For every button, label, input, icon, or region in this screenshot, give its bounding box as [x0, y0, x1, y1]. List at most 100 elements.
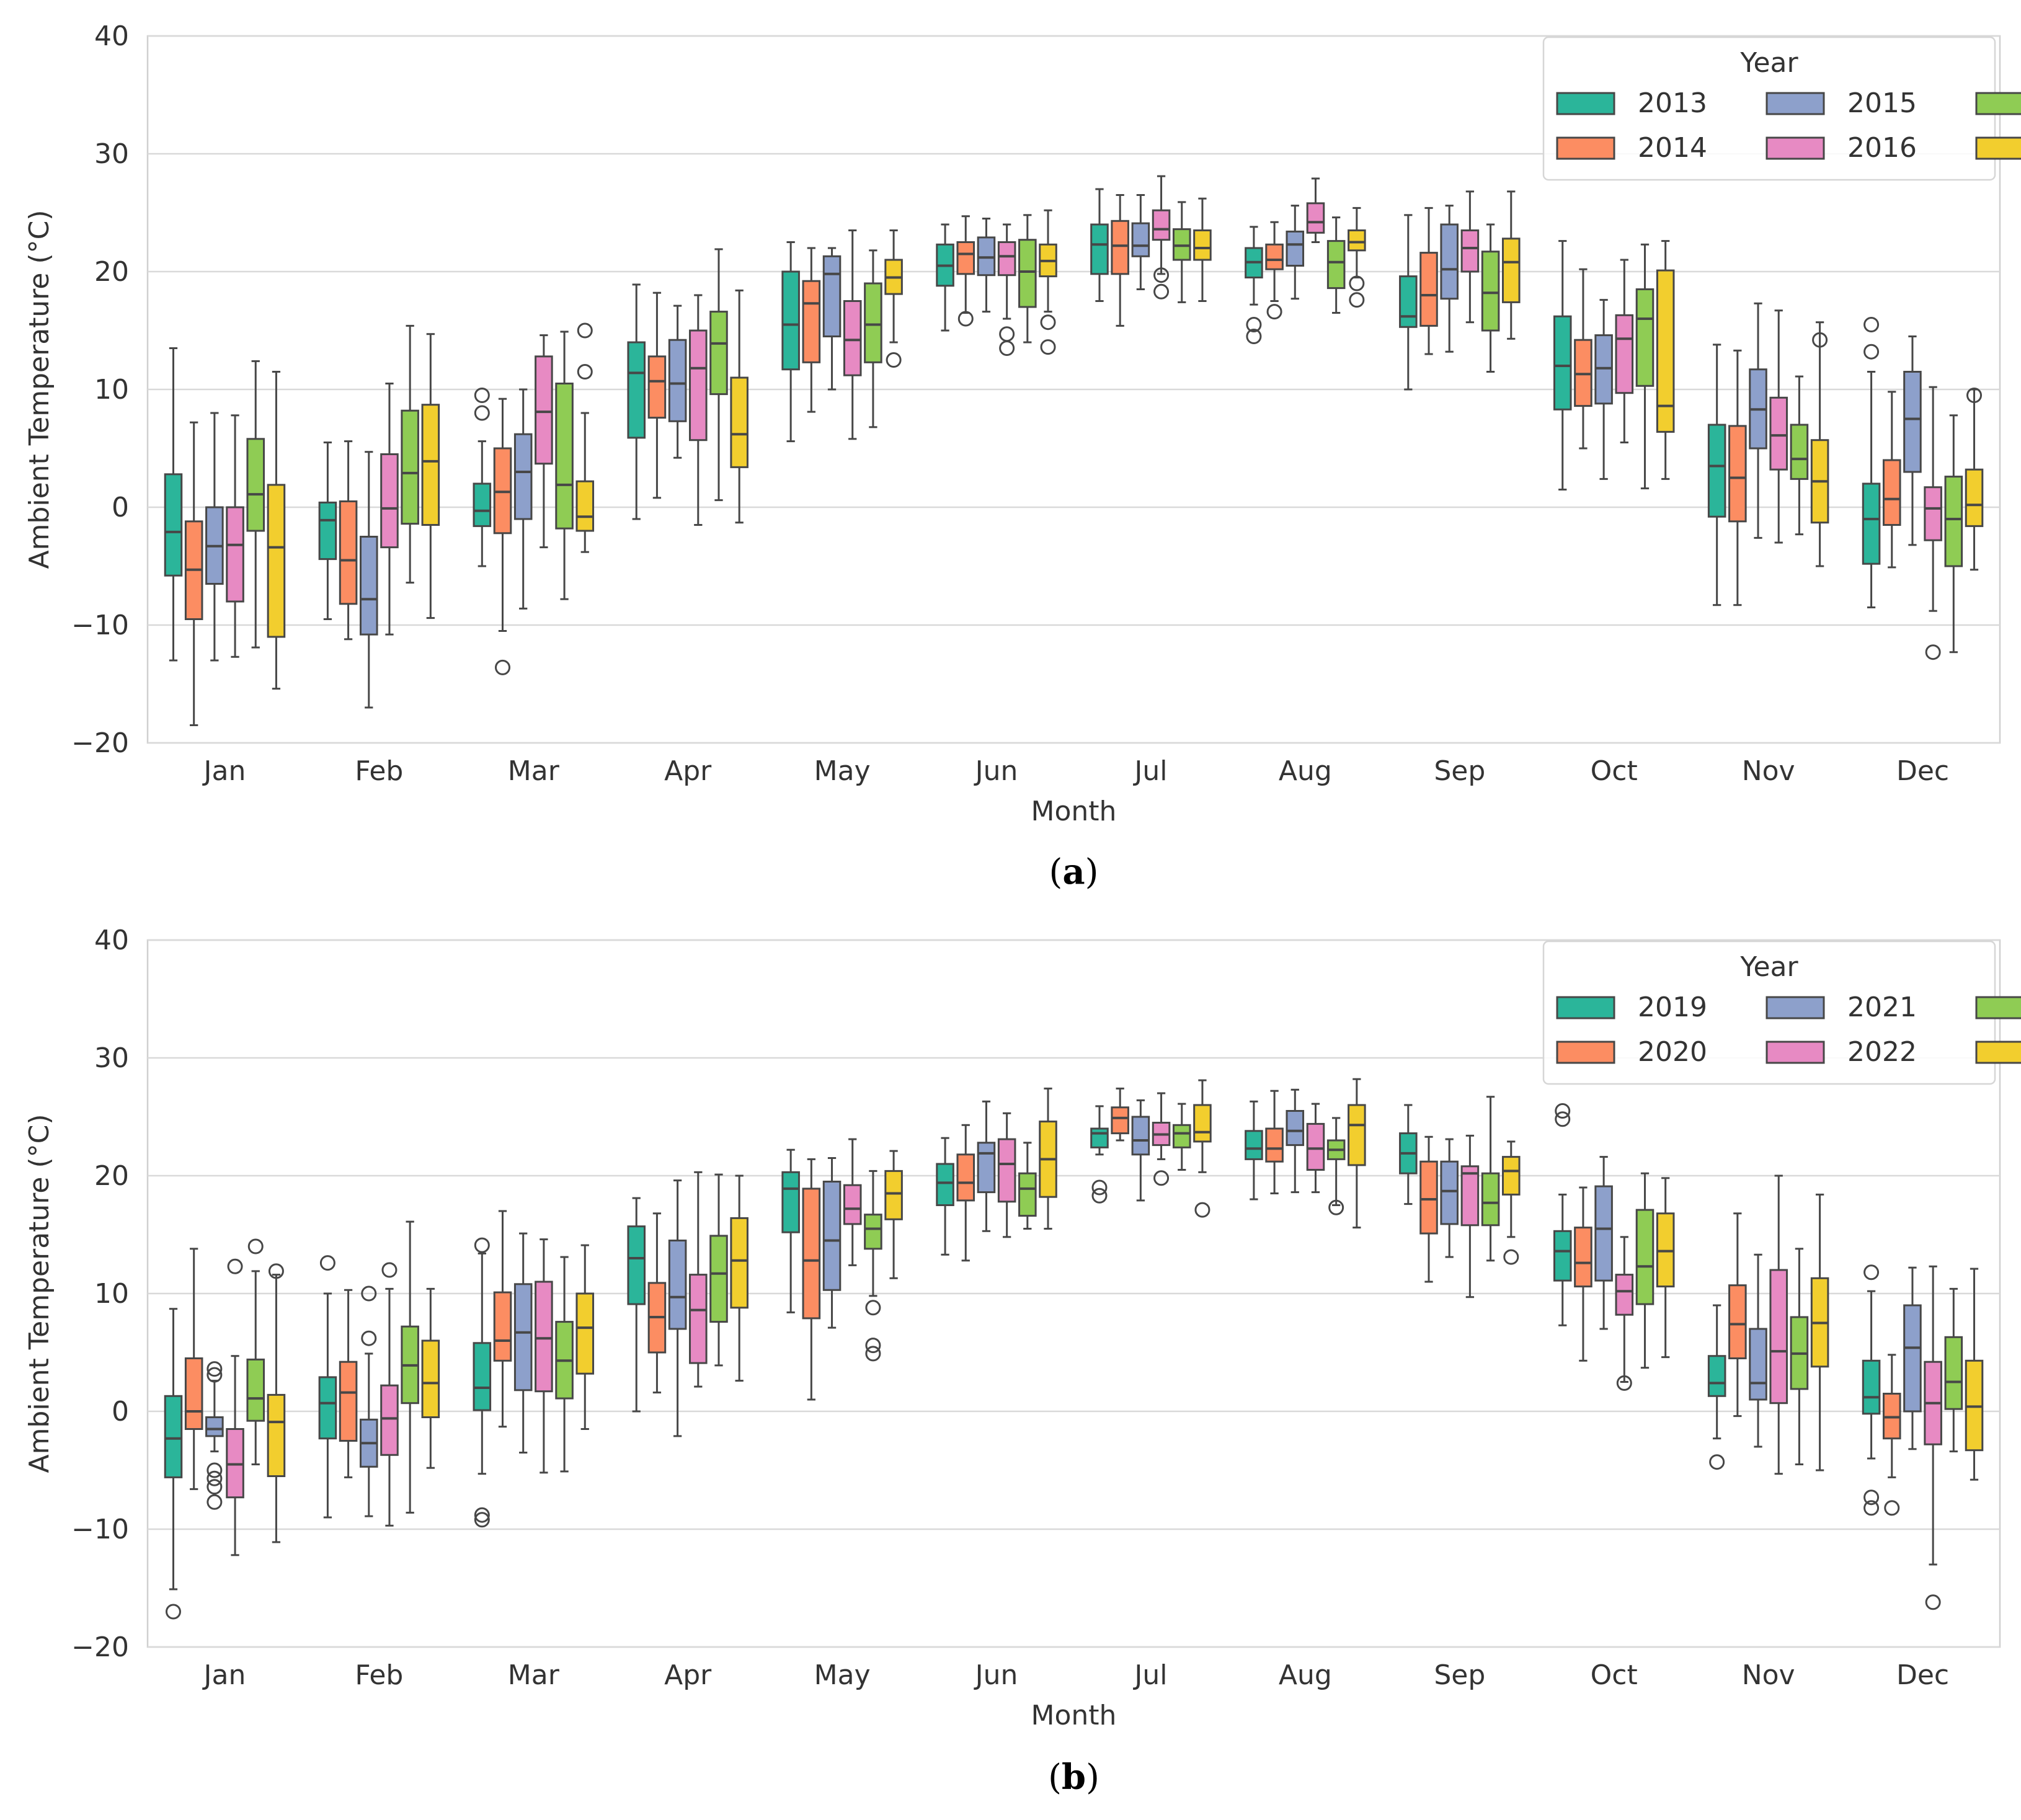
outlier-point	[1194, 1202, 1210, 1218]
box-2014-Jul	[1111, 194, 1129, 327]
box-2020-Mar	[493, 1210, 512, 1428]
panel-label: (b)	[1048, 1757, 1099, 1798]
box-2018-Oct	[1656, 240, 1675, 480]
outlier-point	[474, 1512, 490, 1528]
box-iqr	[1193, 229, 1212, 261]
box-2017-Jan	[246, 360, 265, 649]
box-2020-Oct	[1574, 1186, 1592, 1362]
box-2020-Jul	[1111, 1087, 1129, 1142]
box-2015-Apr	[668, 304, 687, 459]
outlier-point	[1153, 267, 1170, 283]
box-iqr	[493, 1291, 512, 1362]
legend-item-2024: 2024	[1975, 1041, 2021, 1064]
box-2015-Mar	[513, 388, 533, 610]
y-tick-label: 30	[94, 138, 129, 170]
outlier-point	[474, 388, 490, 403]
box-2016-Mar	[535, 334, 553, 549]
box-2015-Jun	[977, 218, 996, 313]
legend-swatch	[1556, 92, 1615, 115]
box-2023-Dec	[1944, 1287, 1963, 1453]
box-2019-Sep	[1399, 1104, 1418, 1205]
legend-swatch	[1975, 996, 2021, 1019]
box-iqr	[267, 1393, 286, 1477]
box-2021-Dec	[1903, 1266, 1922, 1450]
box-2024-Mar	[575, 1244, 595, 1430]
box-2014-Dec	[1882, 391, 1901, 569]
panel-label-letter: a	[1062, 851, 1085, 892]
box-2022-Nov	[1769, 1174, 1788, 1475]
outlier-point	[495, 659, 511, 675]
box-2020-Feb	[339, 1289, 358, 1478]
box-2015-Oct	[1594, 299, 1613, 480]
box-iqr	[318, 1376, 337, 1440]
outlier-point	[247, 1238, 264, 1254]
legend-label: 2020	[1638, 1036, 1707, 1068]
box-iqr	[1460, 1165, 1480, 1227]
panel-label-letter: b	[1062, 1757, 1086, 1798]
box-2022-Jul	[1152, 1092, 1171, 1186]
box-2016-Jul	[1152, 175, 1171, 300]
box-2021-Apr	[668, 1179, 687, 1437]
outlier-point	[1555, 1103, 1571, 1119]
x-tick-label: Jun	[974, 755, 1018, 787]
outlier-point	[1925, 1594, 1941, 1610]
box-2024-Nov	[1810, 1193, 1829, 1472]
box-iqr	[843, 300, 862, 376]
outlier-point	[1246, 329, 1262, 344]
x-tick-label: Sep	[1434, 755, 1485, 787]
box-iqr	[1111, 1106, 1129, 1135]
legend-swatch	[1975, 92, 2021, 115]
box-iqr	[421, 1339, 440, 1418]
series-2023	[246, 1096, 1963, 1514]
y-tick-label: −20	[71, 1631, 129, 1663]
box-iqr	[1903, 371, 1922, 473]
x-tick-label: Jul	[1132, 1659, 1167, 1691]
legend-label: 2022	[1847, 1036, 1917, 1068]
box-iqr	[513, 1283, 533, 1392]
box-iqr	[339, 1361, 358, 1442]
box-iqr	[864, 282, 882, 363]
box-2013-Jun	[936, 223, 954, 332]
box-iqr	[1656, 269, 1675, 433]
outlier-point	[1863, 344, 1880, 360]
box-2019-Jun	[936, 1137, 954, 1256]
box-iqr	[689, 329, 708, 442]
legend-item-2014: 2014	[1556, 132, 1707, 164]
legend-item-2022: 2022	[1766, 1036, 1917, 1068]
box-iqr	[473, 482, 492, 527]
box-iqr	[164, 473, 183, 577]
y-tick-label: 20	[94, 1160, 129, 1192]
box-iqr	[802, 280, 821, 363]
series-2022	[226, 1092, 1942, 1610]
outlier-point	[1925, 644, 1941, 660]
box-2021-Feb	[360, 1285, 378, 1517]
box-iqr	[164, 1395, 183, 1478]
outlier-point	[165, 1604, 181, 1620]
box-2023-Feb	[401, 1220, 419, 1514]
box-iqr	[956, 241, 975, 275]
box-2023-Nov	[1790, 1248, 1809, 1465]
legend-item-2013: 2013	[1556, 87, 1707, 119]
box-2016-Aug	[1306, 177, 1325, 243]
box-2019-Jan	[164, 1308, 183, 1620]
box-iqr	[360, 536, 378, 636]
box-2018-Sep	[1501, 190, 1521, 340]
box-iqr	[1018, 239, 1037, 308]
box-2013-Feb	[318, 442, 337, 620]
box-2024-Oct	[1656, 1177, 1675, 1359]
box-iqr	[1348, 1104, 1366, 1166]
x-tick-label: Nov	[1742, 1659, 1795, 1691]
box-iqr	[627, 341, 646, 439]
box-iqr	[1882, 459, 1901, 526]
box-2013-Jul	[1090, 188, 1109, 302]
box-iqr	[822, 1181, 842, 1291]
legend-label: 2014	[1638, 132, 1707, 164]
box-iqr	[647, 355, 667, 419]
box-iqr	[781, 1171, 800, 1233]
box-2016-Jun	[997, 223, 1016, 356]
box-2018-Aug	[1348, 206, 1366, 308]
box-iqr	[730, 376, 748, 468]
x-tick-label: Nov	[1742, 755, 1795, 787]
box-iqr	[1245, 1130, 1263, 1160]
